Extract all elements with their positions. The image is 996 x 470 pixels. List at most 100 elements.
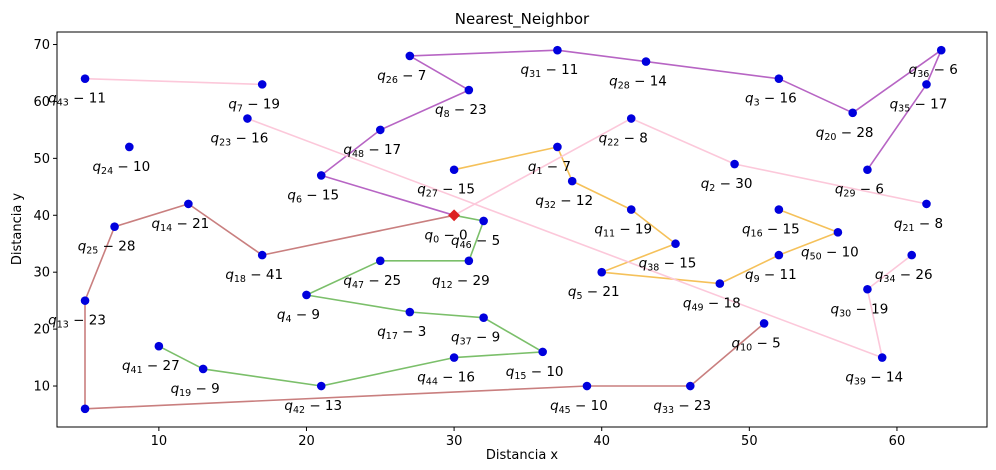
customer-label-31: q31 − 11 xyxy=(521,62,579,80)
customer-label-32: q32 − 12 xyxy=(535,193,593,211)
customer-label-23: q23 − 16 xyxy=(211,131,269,149)
customer-label-22: q22 − 8 xyxy=(599,131,648,149)
customer-label-9: q9 − 11 xyxy=(745,267,797,285)
customer-label-3: q3 − 16 xyxy=(745,91,797,109)
customer-point-17 xyxy=(405,307,415,317)
customer-point-46 xyxy=(479,216,488,226)
x-tick-label: 10 xyxy=(151,434,168,449)
y-tick-label: 20 xyxy=(33,323,50,338)
customer-label-46: q46 − 5 xyxy=(451,233,500,251)
customer-point-30 xyxy=(863,284,872,294)
customer-label-16: q16 − 15 xyxy=(742,222,800,240)
x-tick-label: 30 xyxy=(446,434,463,449)
customer-label-36: q36 − 6 xyxy=(909,62,958,80)
customer-label-4: q4 − 9 xyxy=(277,307,320,325)
route-line-7 xyxy=(246,117,913,359)
customer-label-37: q37 − 9 xyxy=(451,330,500,348)
customer-point-38 xyxy=(671,239,680,249)
route-line-5 xyxy=(84,77,264,86)
customer-point-6 xyxy=(316,171,326,180)
customer-point-28 xyxy=(641,57,651,66)
customer-label-12: q12 − 29 xyxy=(432,273,490,291)
customer-point-33 xyxy=(685,381,695,391)
customer-point-18 xyxy=(257,250,267,260)
customer-point-36 xyxy=(936,45,946,55)
customer-point-43 xyxy=(80,74,90,83)
customer-label-13: q13 − 23 xyxy=(48,313,106,331)
customer-label-48: q48 − 17 xyxy=(343,142,401,160)
y-tick-label: 30 xyxy=(33,266,50,281)
customer-label-25: q25 − 28 xyxy=(78,239,136,257)
customer-point-27 xyxy=(449,165,459,175)
customer-point-42 xyxy=(316,381,326,391)
customer-label-18: q18 − 41 xyxy=(225,267,283,285)
y-tick-label: 60 xyxy=(33,95,50,110)
customer-point-14 xyxy=(184,199,193,209)
customer-label-11: q11 − 19 xyxy=(594,222,652,240)
customer-point-20 xyxy=(848,108,857,118)
customer-point-35 xyxy=(922,80,931,89)
chart-title: Nearest_Neighbor xyxy=(455,10,590,29)
customer-point-21 xyxy=(922,199,931,209)
customer-point-39 xyxy=(877,353,887,362)
customer-point-8 xyxy=(464,85,474,95)
customer-point-32 xyxy=(567,176,577,186)
customer-label-38: q38 − 15 xyxy=(639,256,697,274)
customer-label-17: q17 − 3 xyxy=(377,324,426,342)
customer-point-3 xyxy=(774,74,784,83)
x-tick-label: 60 xyxy=(889,434,906,449)
customer-label-47: q47 − 25 xyxy=(343,273,401,291)
customer-point-4 xyxy=(302,290,311,300)
y-tick-label: 70 xyxy=(33,38,50,53)
customer-label-20: q20 − 28 xyxy=(816,125,874,143)
x-tick-label: 40 xyxy=(593,434,610,449)
route-line-6 xyxy=(453,117,928,217)
customer-point-16 xyxy=(774,205,784,214)
customer-point-2 xyxy=(730,159,739,169)
y-axis-label: Distancia y xyxy=(10,193,25,266)
customer-label-29: q29 − 6 xyxy=(835,182,884,200)
customer-point-44 xyxy=(449,353,459,362)
customer-point-5 xyxy=(597,267,607,277)
x-axis-ticks: 10 20 30 40 50 60 xyxy=(151,427,906,449)
customer-point-12 xyxy=(464,256,474,266)
y-tick-label: 40 xyxy=(33,209,50,224)
customer-label-28: q28 − 14 xyxy=(609,74,667,92)
customer-point-24 xyxy=(125,142,134,152)
customer-point-25 xyxy=(110,222,119,231)
customer-label-14: q14 − 21 xyxy=(152,216,210,234)
customer-point-19 xyxy=(198,364,208,374)
customer-point-9 xyxy=(774,250,784,260)
customer-label-26: q26 − 7 xyxy=(377,68,426,86)
customer-point-7 xyxy=(257,80,267,89)
x-tick-label: 50 xyxy=(741,434,758,449)
customer-label-41: q41 − 27 xyxy=(122,358,180,376)
customer-point-31 xyxy=(553,45,562,55)
customer-label-5: q5 − 21 xyxy=(568,284,620,302)
x-tick-label: 20 xyxy=(298,434,315,449)
customer-label-24: q24 − 10 xyxy=(92,159,150,177)
customer-point-22 xyxy=(626,114,636,123)
customer-point-15 xyxy=(538,347,547,357)
depot-label: q0 − 0 xyxy=(425,227,468,245)
customer-point-1 xyxy=(553,142,562,152)
customer-point-41 xyxy=(154,341,164,351)
customer-label-2: q2 − 30 xyxy=(701,176,753,194)
customer-point-29 xyxy=(863,165,872,175)
customer-label-15: q15 − 10 xyxy=(506,364,564,382)
customer-point-11 xyxy=(626,205,636,214)
customer-label-8: q8 − 23 xyxy=(435,102,487,120)
customer-label-49: q49 − 18 xyxy=(683,296,741,314)
customer-label-43: q43 − 11 xyxy=(48,91,106,109)
customer-point-10 xyxy=(759,319,769,328)
customer-label-19: q19 − 9 xyxy=(171,381,220,399)
customer-label-10: q10 − 5 xyxy=(732,335,781,353)
customer-label-27: q27 − 15 xyxy=(417,182,475,200)
customer-label-50: q50 − 10 xyxy=(801,244,859,262)
customer-label-30: q30 − 19 xyxy=(831,301,889,319)
route-line-2 xyxy=(453,146,839,285)
customer-point-49 xyxy=(715,279,725,288)
customer-label-21: q21 − 8 xyxy=(894,216,943,234)
customer-point-45 xyxy=(582,381,592,391)
